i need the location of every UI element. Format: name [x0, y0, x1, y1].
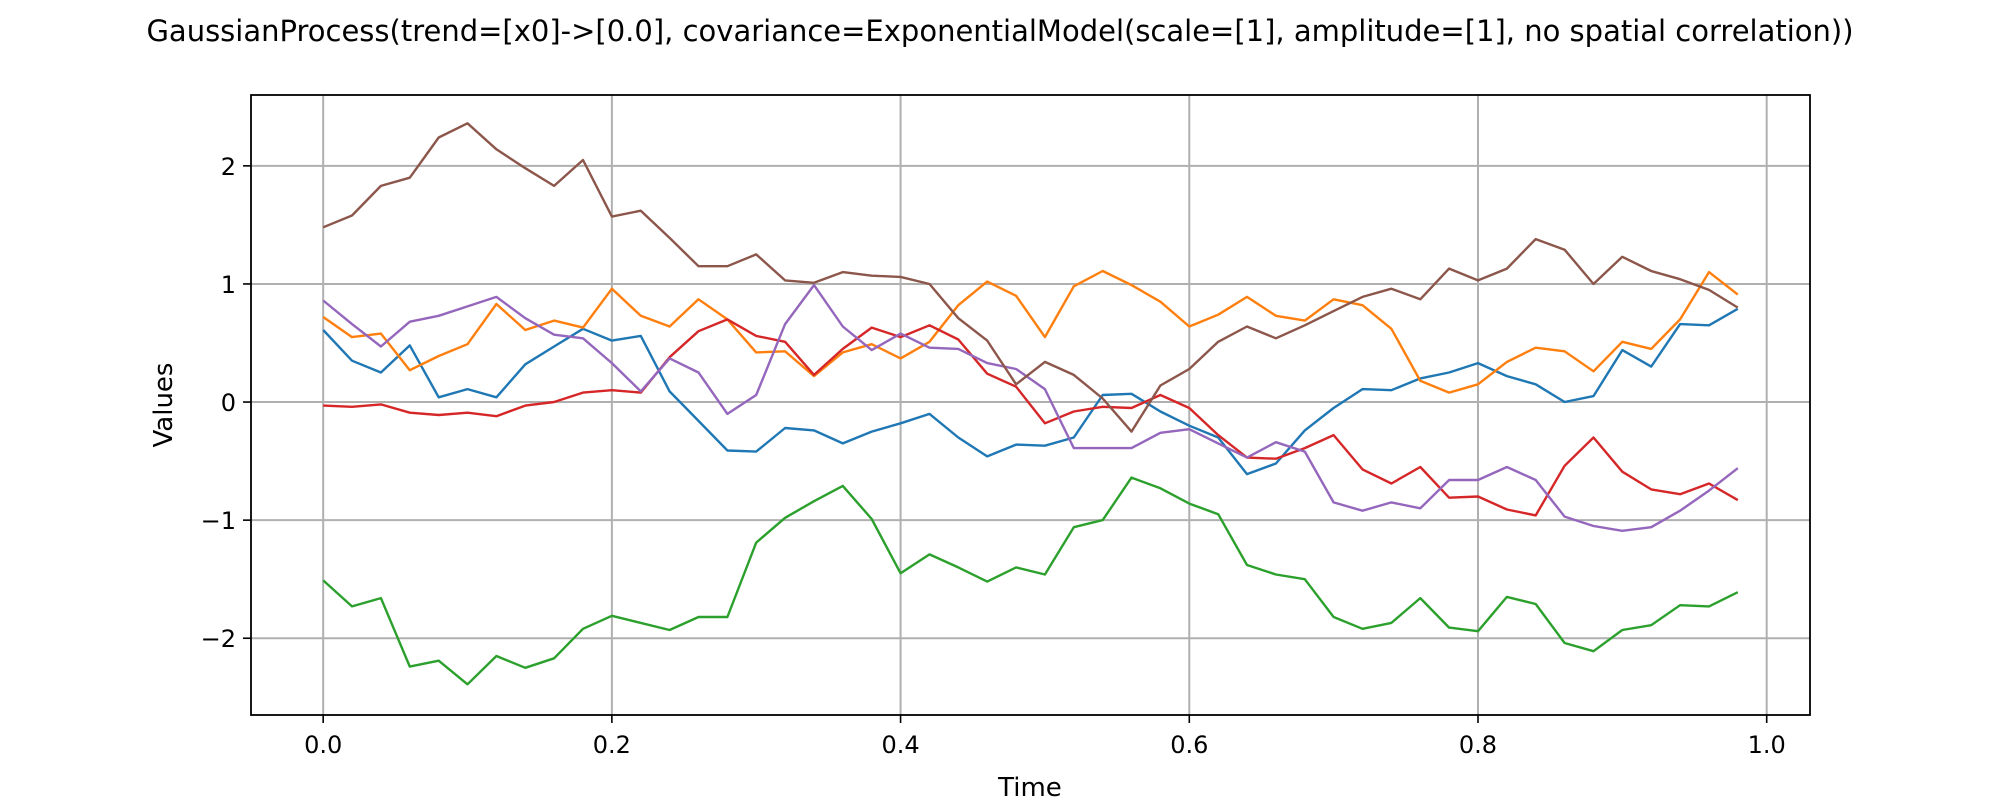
- series-line-6: [322, 122, 1739, 433]
- axis-ticks: 0.0 0.2 0.4 0.6 0.8 1.0 −2 −1 0 1 2: [201, 153, 1786, 759]
- x-tick-label: 0.8: [1459, 731, 1497, 759]
- x-tick-label: 0.0: [304, 731, 342, 759]
- x-tick-label: 0.6: [1170, 731, 1208, 759]
- chart-title: GaussianProcess(trend=[x0]->[0.0], covar…: [146, 14, 1853, 48]
- series-line-3: [322, 476, 1739, 686]
- series-lines: [322, 122, 1739, 686]
- x-axis-label: Time: [997, 773, 1062, 800]
- y-tick-label: 1: [221, 271, 236, 299]
- x-tick-label: 0.4: [881, 731, 919, 759]
- plot-frame: [250, 94, 1811, 716]
- series-line-4: [323, 318, 1739, 517]
- y-tick-label: 2: [221, 153, 236, 181]
- y-tick-label: −2: [201, 625, 236, 653]
- y-axis-label: Values: [149, 363, 179, 448]
- grid: [251, 95, 1810, 715]
- y-tick-label: −1: [201, 507, 236, 535]
- series-line-1: [322, 307, 1739, 476]
- y-tick-label: 0: [221, 389, 236, 417]
- series-line-5: [322, 283, 1739, 532]
- x-tick-label: 0.2: [593, 731, 631, 759]
- series-line-2: [322, 269, 1739, 394]
- x-tick-label: 1.0: [1748, 731, 1786, 759]
